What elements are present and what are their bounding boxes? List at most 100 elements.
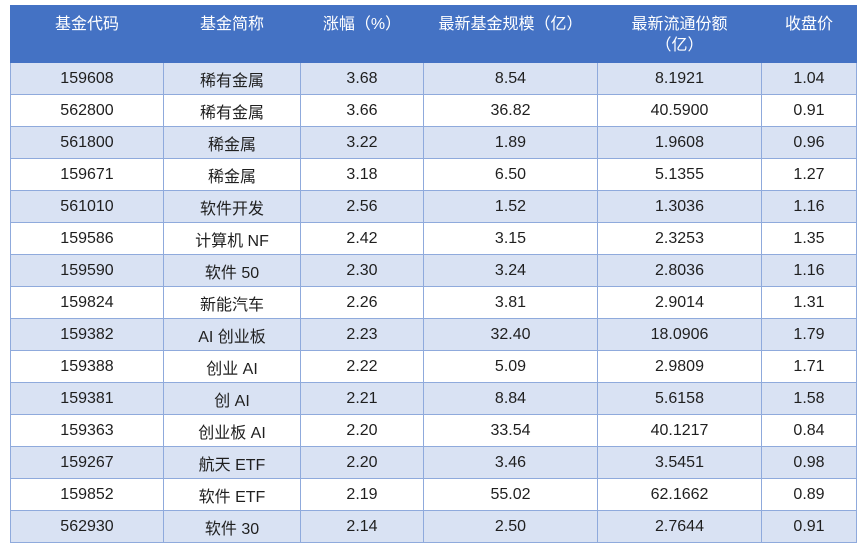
cell-fund-name: 计算机 NF [163,222,301,255]
cell-float-shares: 3.5451 [597,446,762,479]
column-header-float-shares: 最新流通份额 （亿） [597,5,762,63]
cell-fund-name: 稀有金属 [163,62,301,95]
table-row: 159381 创 AI 2.21 8.84 5.6158 1.58 [10,382,857,415]
cell-change-pct: 3.66 [300,94,424,127]
column-header-change-pct: 涨幅（%） [300,5,424,63]
cell-close-price: 1.79 [761,318,857,351]
table-row: 159586 计算机 NF 2.42 3.15 2.3253 1.35 [10,222,857,255]
cell-fund-code: 562930 [10,510,164,543]
cell-float-shares: 8.1921 [597,62,762,95]
cell-close-price: 1.16 [761,190,857,223]
cell-fund-name: 创业板 AI [163,414,301,447]
cell-close-price: 1.16 [761,254,857,287]
cell-change-pct: 2.14 [300,510,424,543]
cell-fund-size: 1.89 [423,126,598,159]
column-header-label: 基金简称 [199,16,264,33]
cell-fund-name: 软件 30 [163,510,301,543]
cell-change-pct: 3.68 [300,62,424,95]
table-row: 159608 稀有金属 3.68 8.54 8.1921 1.04 [10,62,857,95]
cell-fund-code: 159381 [10,382,164,415]
cell-fund-size: 8.54 [423,62,598,95]
column-header-close-price: 收盘价 [761,5,857,63]
cell-change-pct: 3.18 [300,158,424,191]
table-row: 562800 稀有金属 3.66 36.82 40.5900 0.91 [10,94,857,127]
cell-fund-name: AI 创业板 [163,318,301,351]
cell-fund-name: 航天 ETF [163,446,301,479]
cell-close-price: 0.91 [761,94,857,127]
cell-float-shares: 40.5900 [597,94,762,127]
table-row: 562930 软件 30 2.14 2.50 2.7644 0.91 [10,510,857,543]
cell-change-pct: 2.21 [300,382,424,415]
cell-fund-size: 3.24 [423,254,598,287]
cell-float-shares: 2.9014 [597,286,762,319]
cell-fund-size: 5.09 [423,350,598,383]
cell-fund-code: 159590 [10,254,164,287]
cell-float-shares: 1.3036 [597,190,762,223]
cell-close-price: 1.35 [761,222,857,255]
fund-table-container: 基金代码 基金简称 涨幅（%） 最新基金规模（亿） 最新流通份额 （亿） 收盘价… [10,5,857,543]
cell-float-shares: 2.3253 [597,222,762,255]
cell-fund-name: 软件 50 [163,254,301,287]
cell-float-shares: 5.1355 [597,158,762,191]
cell-fund-name: 稀金属 [163,126,301,159]
cell-float-shares: 1.9608 [597,126,762,159]
cell-change-pct: 2.26 [300,286,424,319]
cell-change-pct: 2.20 [300,446,424,479]
column-header-fund-name: 基金简称 [163,5,301,63]
cell-float-shares: 2.8036 [597,254,762,287]
cell-fund-size: 8.84 [423,382,598,415]
cell-float-shares: 62.1662 [597,478,762,511]
cell-fund-code: 159586 [10,222,164,255]
table-row: 159388 创业 AI 2.22 5.09 2.9809 1.71 [10,350,857,383]
cell-fund-size: 3.46 [423,446,598,479]
cell-fund-name: 软件开发 [163,190,301,223]
cell-float-shares: 18.0906 [597,318,762,351]
header-row: 基金代码 基金简称 涨幅（%） 最新基金规模（亿） 最新流通份额 （亿） 收盘价 [10,5,857,63]
cell-change-pct: 2.56 [300,190,424,223]
column-header-label: 最新流通份额 （亿） [631,16,728,54]
cell-fund-code: 561800 [10,126,164,159]
cell-float-shares: 2.7644 [597,510,762,543]
cell-close-price: 1.71 [761,350,857,383]
column-header-label: 最新基金规模（亿） [438,16,583,33]
cell-fund-size: 1.52 [423,190,598,223]
cell-change-pct: 2.30 [300,254,424,287]
cell-change-pct: 2.23 [300,318,424,351]
cell-close-price: 0.89 [761,478,857,511]
table-row: 561010 软件开发 2.56 1.52 1.3036 1.16 [10,190,857,223]
table-row: 159363 创业板 AI 2.20 33.54 40.1217 0.84 [10,414,857,447]
cell-fund-name: 创 AI [163,382,301,415]
cell-fund-name: 新能汽车 [163,286,301,319]
cell-fund-size: 6.50 [423,158,598,191]
cell-fund-size: 3.81 [423,286,598,319]
cell-fund-code: 159671 [10,158,164,191]
cell-fund-size: 36.82 [423,94,598,127]
table-row: 159267 航天 ETF 2.20 3.46 3.5451 0.98 [10,446,857,479]
cell-fund-size: 33.54 [423,414,598,447]
column-header-fund-code: 基金代码 [10,5,164,63]
cell-fund-code: 159852 [10,478,164,511]
cell-float-shares: 40.1217 [597,414,762,447]
cell-fund-code: 562800 [10,94,164,127]
cell-float-shares: 5.6158 [597,382,762,415]
cell-close-price: 0.96 [761,126,857,159]
cell-change-pct: 2.19 [300,478,424,511]
cell-close-price: 0.84 [761,414,857,447]
cell-fund-size: 55.02 [423,478,598,511]
cell-fund-size: 32.40 [423,318,598,351]
table-row: 159590 软件 50 2.30 3.24 2.8036 1.16 [10,254,857,287]
table-row: 159382 AI 创业板 2.23 32.40 18.0906 1.79 [10,318,857,351]
cell-float-shares: 2.9809 [597,350,762,383]
column-header-label: 涨幅（%） [322,16,402,33]
cell-fund-code: 159267 [10,446,164,479]
column-header-fund-size: 最新基金规模（亿） [423,5,598,63]
cell-fund-name: 软件 ETF [163,478,301,511]
cell-fund-code: 159388 [10,350,164,383]
cell-change-pct: 2.20 [300,414,424,447]
cell-fund-code: 159608 [10,62,164,95]
table-row: 159671 稀金属 3.18 6.50 5.1355 1.27 [10,158,857,191]
cell-fund-code: 561010 [10,190,164,223]
cell-fund-code: 159363 [10,414,164,447]
cell-close-price: 1.27 [761,158,857,191]
cell-close-price: 1.31 [761,286,857,319]
